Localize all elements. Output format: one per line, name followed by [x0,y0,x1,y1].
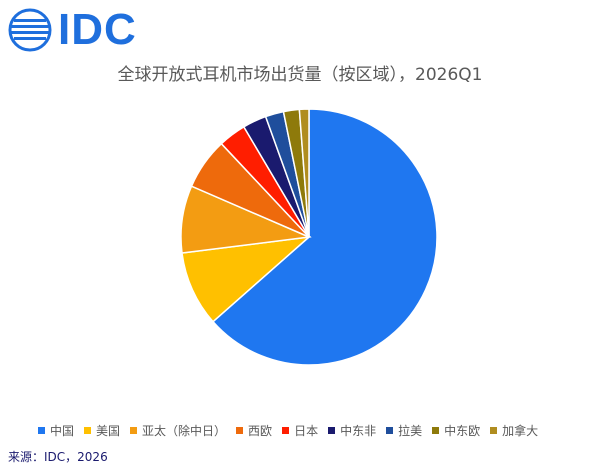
legend-label: 中国 [50,424,75,438]
legend-label: 拉美 [398,424,423,438]
legend-item-7: 中东欧 [432,422,480,439]
chart-title: 全球开放式耳机市场出货量（按区域），2026Q1 [117,65,483,85]
legend-item-0: 中国 [38,422,74,439]
legend-swatch [282,427,290,434]
legend-swatch [38,427,45,434]
legend-item-3: 西欧 [236,422,272,439]
idc-logo: IDC [8,8,137,52]
pie-chart [180,108,438,366]
legend-swatch [386,427,394,434]
legend-swatch [84,427,92,434]
legend-item-8: 加拿大 [490,422,538,439]
chart-legend: 中国 美国 亚太（除中日） 西欧 日本 中东非 拉美 中东欧 加拿大 [38,422,538,439]
globe-icon [8,8,52,52]
legend-label: 亚太（除中日） [142,424,227,438]
legend-item-6: 拉美 [386,422,422,439]
legend-item-4: 日本 [282,422,318,439]
legend-label: 日本 [294,424,319,438]
legend-swatch [328,427,336,434]
legend-label: 加拿大 [502,424,539,438]
legend-label: 中东欧 [444,424,481,438]
logo-text: IDC [58,5,137,54]
pie-slice-0 [211,108,438,366]
legend-label: 美国 [96,424,121,438]
legend-label: 中东非 [340,424,377,438]
legend-swatch [490,427,498,434]
legend-item-1: 美国 [84,422,120,439]
legend-swatch [236,427,244,434]
legend-swatch [432,427,440,434]
source-note: 来源：IDC，2026 [8,450,108,464]
legend-swatch [130,427,138,434]
pie-slice-1 [181,235,312,323]
legend-item-5: 中东非 [328,422,376,439]
pie-slice-8 [298,108,310,238]
legend-label: 西欧 [248,424,273,438]
legend-item-2: 亚太（除中日） [130,422,226,439]
